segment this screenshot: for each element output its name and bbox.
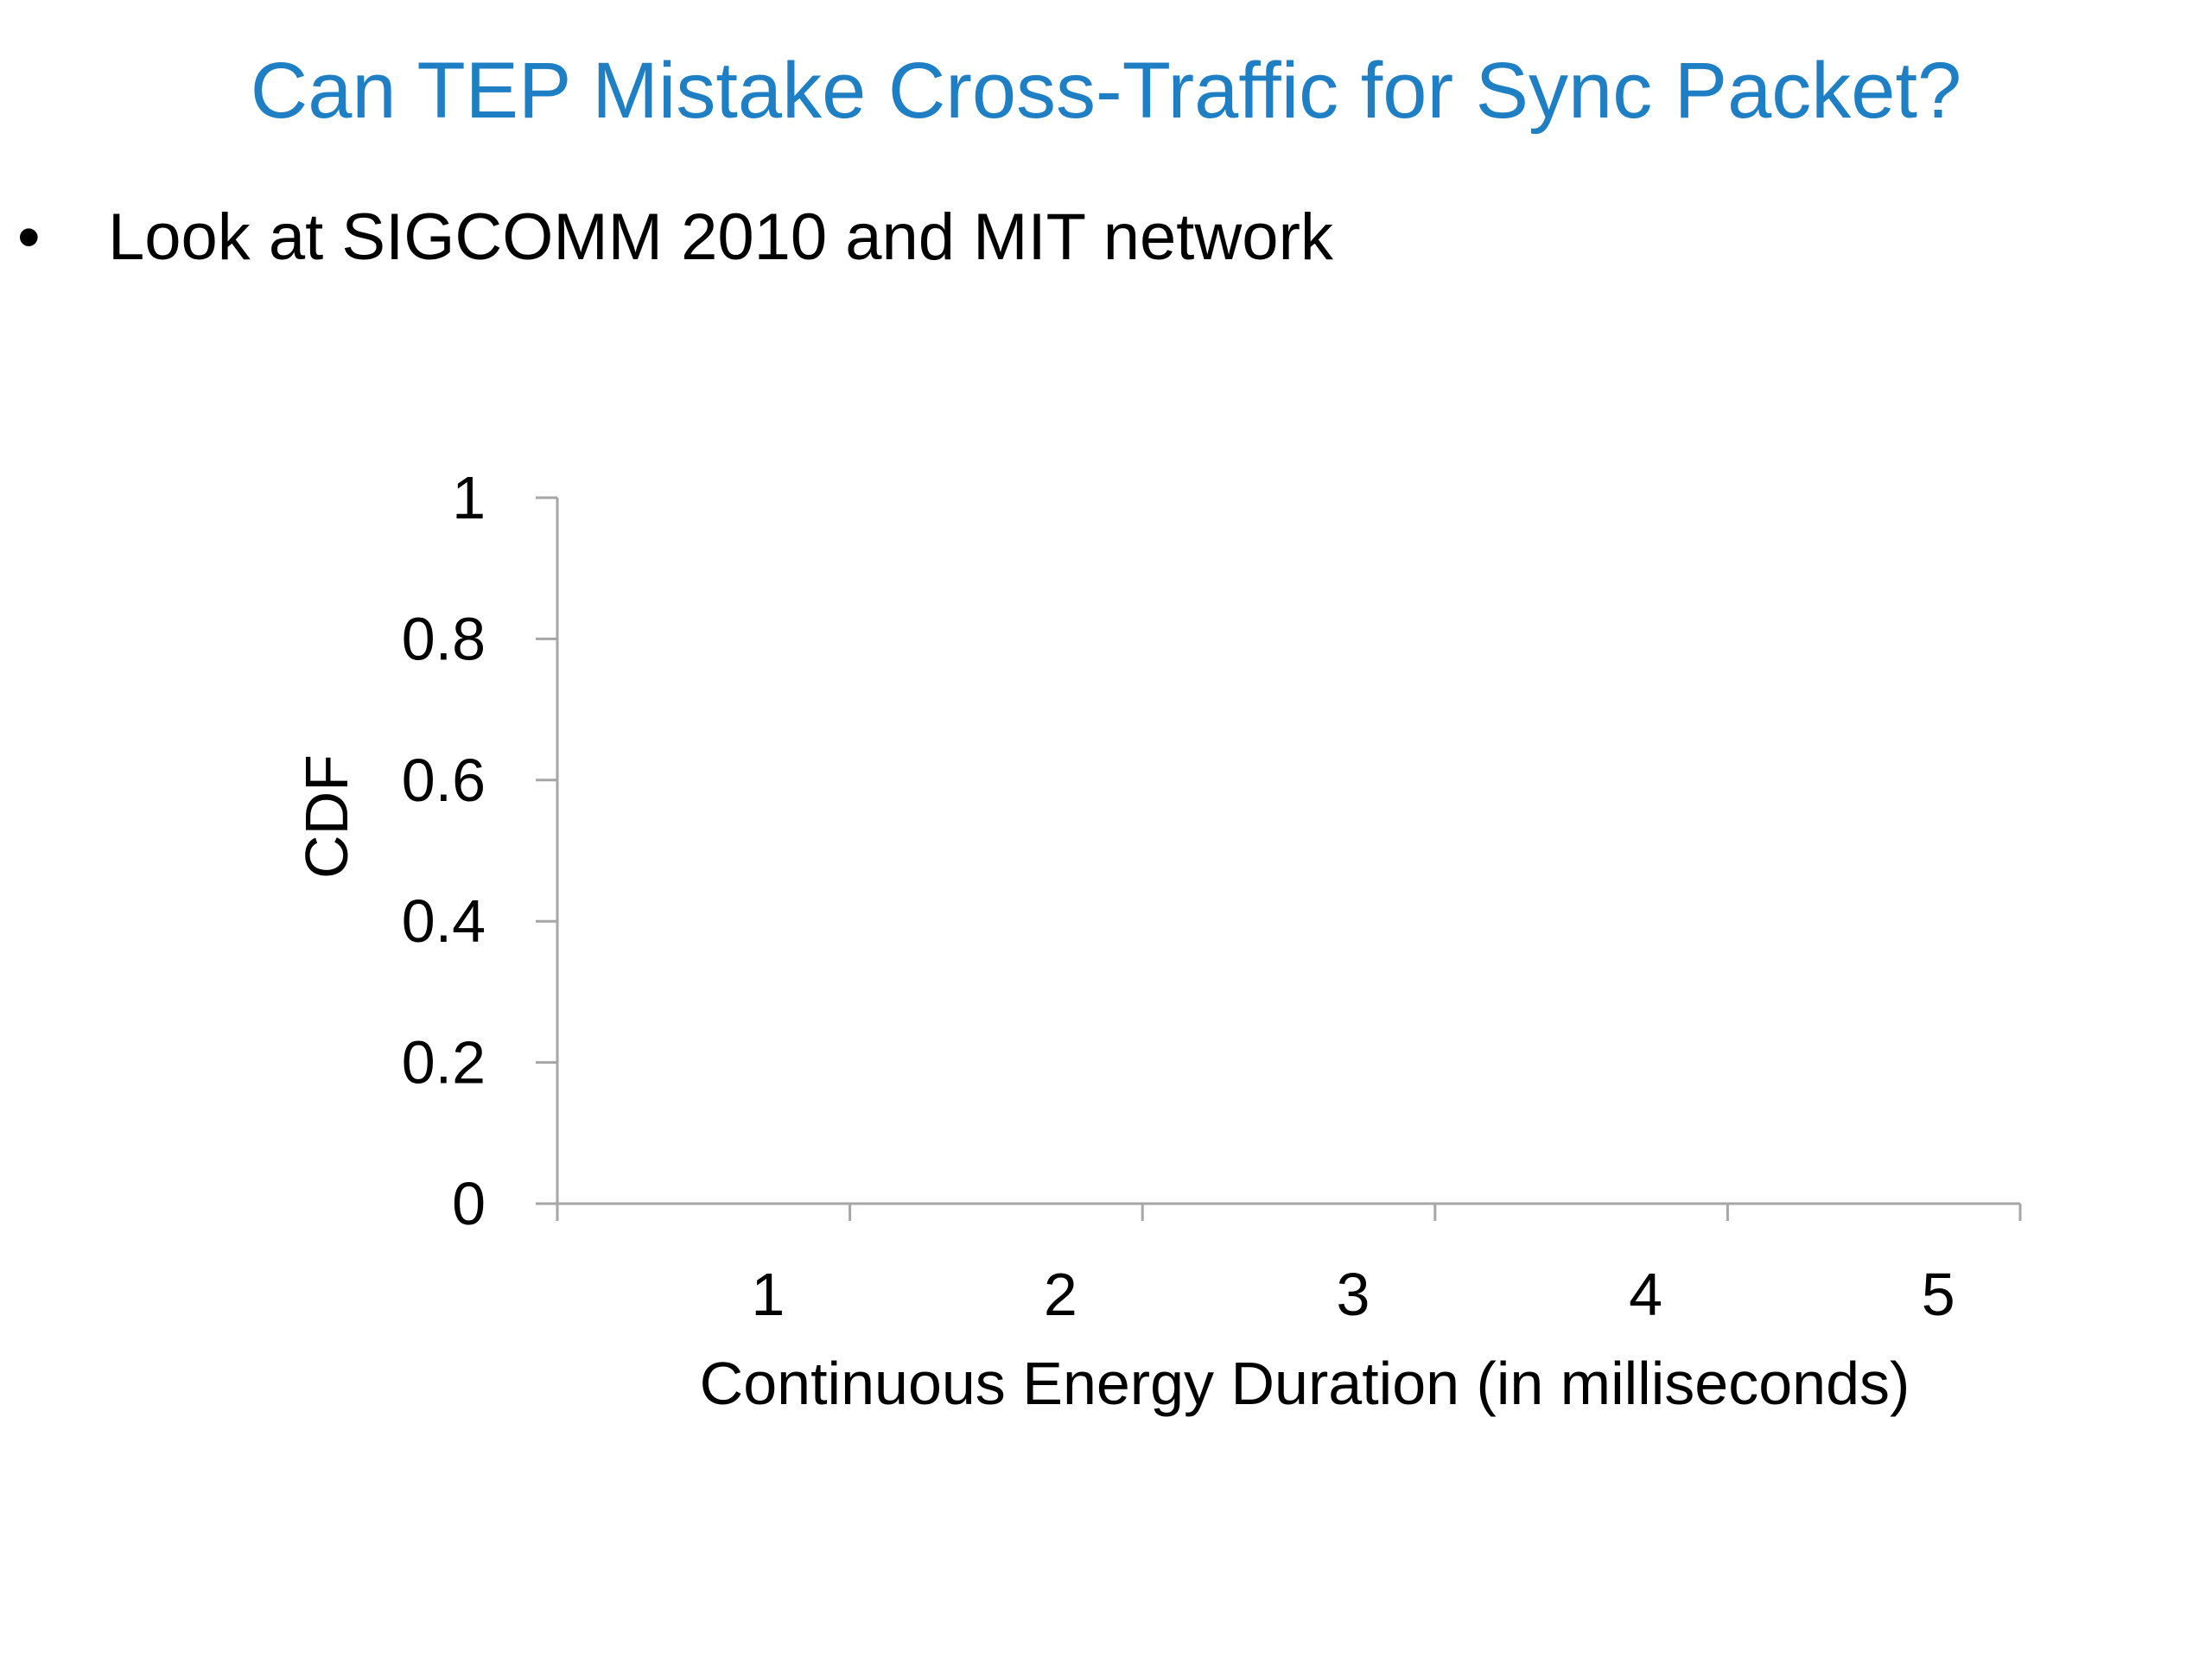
y-tick-label: 1 (452, 464, 486, 531)
bullet-list: • Look at SIGCOMM 2010 and MIT network (17, 194, 1333, 281)
bullet-text: Look at SIGCOMM 2010 and MIT network (108, 200, 1333, 274)
y-tick-label: 0.2 (402, 1029, 486, 1096)
x-tick-label: 2 (1044, 1261, 1077, 1328)
y-axis-label: CDF (293, 754, 360, 879)
y-tick-label: 0.4 (402, 887, 486, 955)
y-tick-label: 0 (452, 1170, 486, 1237)
x-axis-label: Continuous Energy Duration (in milliseco… (700, 1350, 1910, 1417)
x-axis: 1 2 3 4 5 (556, 1202, 2022, 1328)
slide-title: Can TEP Mistake Cross-Traffic for Sync P… (250, 47, 1962, 135)
bullet-item: • Look at SIGCOMM 2010 and MIT network (17, 194, 1333, 281)
x-tick-label: 1 (751, 1261, 785, 1328)
x-tick-label: 3 (1337, 1261, 1370, 1328)
y-axis: 0 0.2 0.4 0.6 0.8 1 (402, 464, 559, 1237)
bullet-dot-icon: • (17, 200, 41, 274)
x-tick-label: 5 (1922, 1261, 1955, 1328)
x-tick-label: 4 (1629, 1261, 1662, 1328)
y-tick-label: 0.8 (402, 605, 486, 672)
y-tick-label: 0.6 (402, 747, 486, 814)
